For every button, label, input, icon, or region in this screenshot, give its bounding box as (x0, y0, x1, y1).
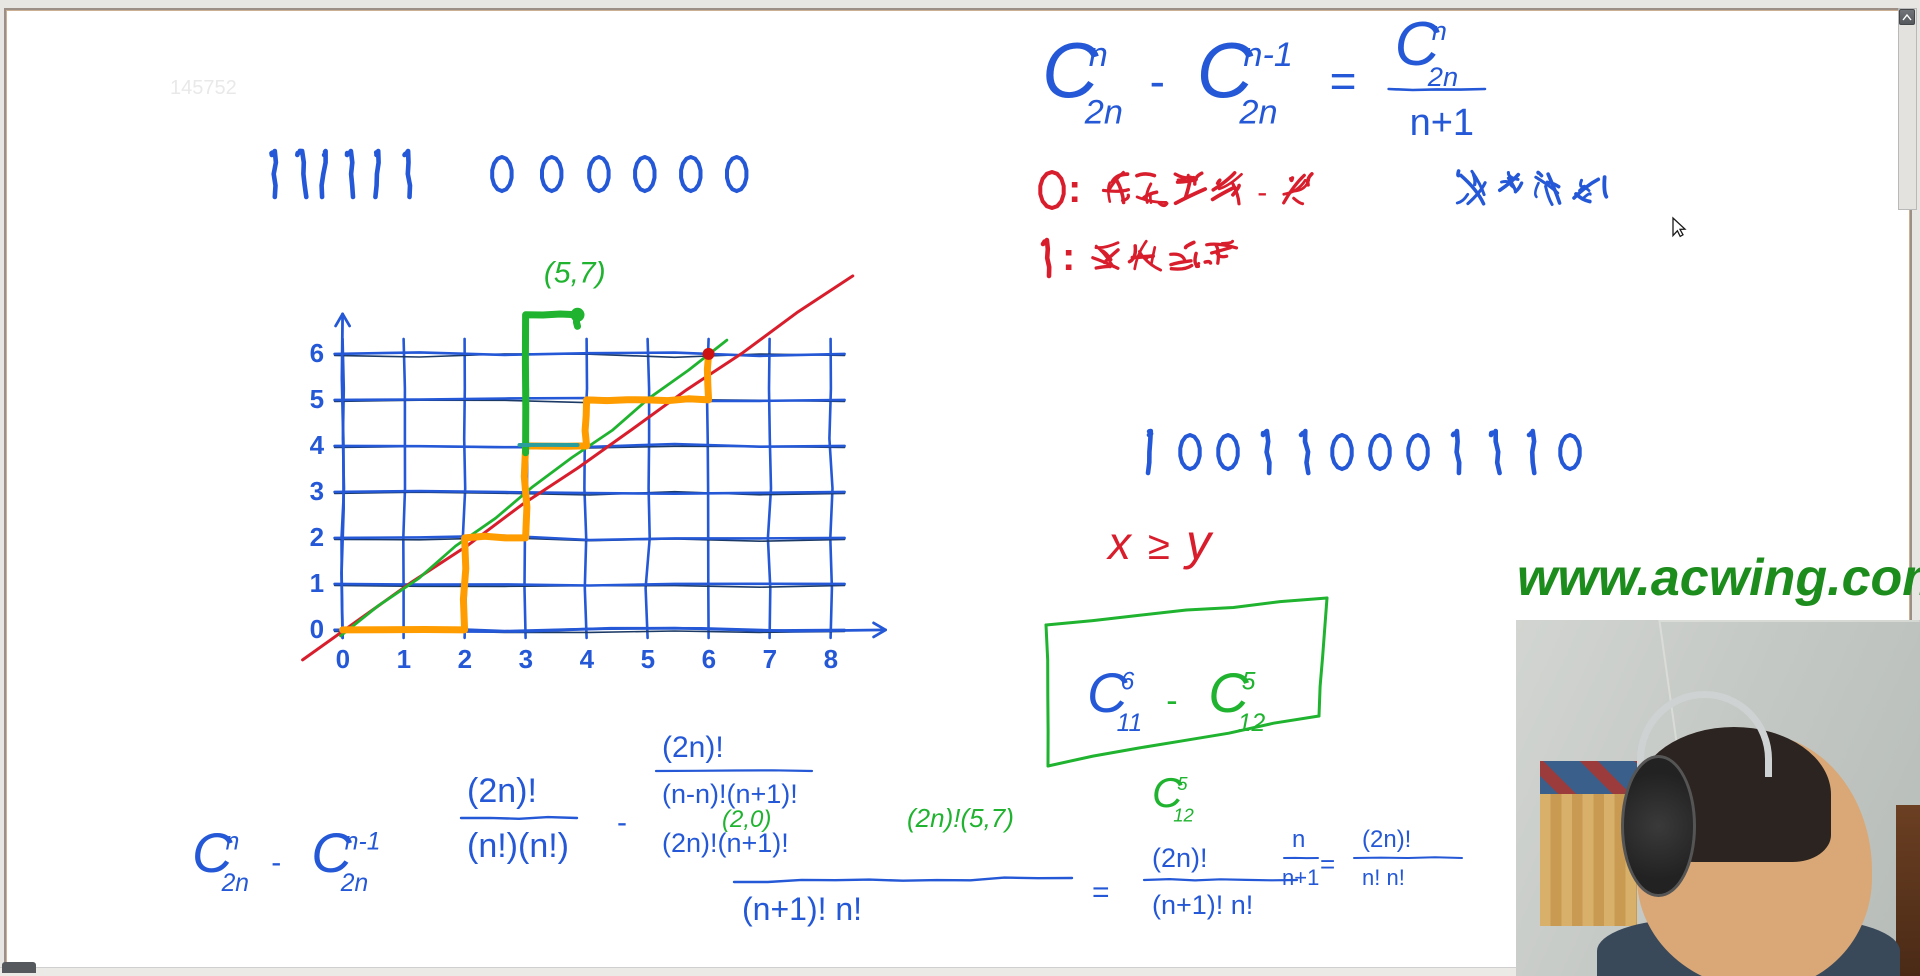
svg-text:-: - (1166, 682, 1177, 720)
svg-text:(2n)!: (2n)! (1152, 843, 1208, 873)
svg-text::: : (1062, 235, 1075, 279)
svg-text:(2n)!: (2n)! (1362, 826, 1411, 853)
svg-text:2: 2 (310, 522, 324, 552)
svg-text:=: = (1092, 876, 1110, 909)
svg-text:(n!)(n!): (n!)(n!) (467, 827, 569, 865)
svg-text:2n: 2n (221, 870, 249, 897)
svg-text:2n: 2n (1427, 61, 1458, 92)
svg-text:n: n (1432, 15, 1447, 46)
svg-text:y: y (1183, 514, 1214, 570)
svg-text:1: 1 (310, 568, 324, 598)
svg-text:=: = (1320, 849, 1335, 879)
svg-text:-: - (1150, 55, 1165, 107)
svg-text:≥: ≥ (1148, 524, 1170, 568)
svg-text:5: 5 (1177, 773, 1188, 794)
svg-text:8: 8 (824, 644, 838, 674)
svg-text:12: 12 (1238, 710, 1266, 737)
svg-text:5: 5 (1242, 669, 1256, 696)
svg-text:12: 12 (1173, 804, 1194, 825)
svg-text:-: - (617, 806, 627, 839)
svg-text:6: 6 (1121, 669, 1135, 696)
svg-text:5: 5 (641, 644, 655, 674)
svg-text:x: x (1106, 517, 1133, 569)
svg-text:-: - (271, 846, 281, 879)
svg-text:0: 0 (310, 614, 324, 644)
svg-text:2n: 2n (1084, 94, 1123, 132)
svg-text:7: 7 (763, 644, 777, 674)
svg-text::: : (1068, 167, 1081, 211)
svg-text:(n+1)! n!: (n+1)! n! (742, 891, 862, 927)
svg-text:(5,7): (5,7) (544, 257, 606, 290)
svg-text:3: 3 (519, 644, 533, 674)
svg-text:n+1: n+1 (1282, 865, 1319, 890)
svg-text:3: 3 (310, 476, 324, 506)
svg-text:(2n)!(n+1)!: (2n)!(n+1)! (662, 828, 789, 858)
svg-text:(2n)!(5,7): (2n)!(5,7) (907, 803, 1014, 833)
svg-text:n: n (226, 829, 240, 856)
svg-text:0: 0 (336, 644, 350, 674)
svg-text:=: = (1330, 55, 1357, 107)
svg-text:145752: 145752 (170, 77, 237, 99)
svg-text:n: n (1089, 36, 1108, 74)
svg-text:4: 4 (310, 430, 325, 460)
svg-text:5: 5 (310, 384, 324, 414)
svg-text:n-1: n-1 (1243, 36, 1293, 74)
svg-text:6: 6 (310, 338, 324, 368)
svg-text:2: 2 (458, 644, 472, 674)
svg-text:(2n)!: (2n)! (467, 772, 537, 810)
svg-text:(n-n)!(n+1)!: (n-n)!(n+1)! (662, 779, 798, 809)
svg-text:n-1: n-1 (345, 829, 381, 856)
svg-text:n+1: n+1 (1410, 102, 1474, 144)
svg-text:-: - (1257, 176, 1267, 209)
svg-text:(2n)!: (2n)! (662, 731, 724, 764)
svg-text:11: 11 (1117, 710, 1143, 737)
svg-text:6: 6 (702, 644, 716, 674)
svg-text:2n: 2n (340, 870, 368, 897)
svg-text:1: 1 (397, 644, 411, 674)
svg-text:4: 4 (580, 644, 595, 674)
svg-text:n! n!: n! n! (1362, 865, 1405, 890)
svg-text:(n+1)! n!: (n+1)! n! (1152, 890, 1253, 920)
svg-text:n: n (1292, 826, 1305, 853)
svg-text:2n: 2n (1238, 94, 1277, 132)
